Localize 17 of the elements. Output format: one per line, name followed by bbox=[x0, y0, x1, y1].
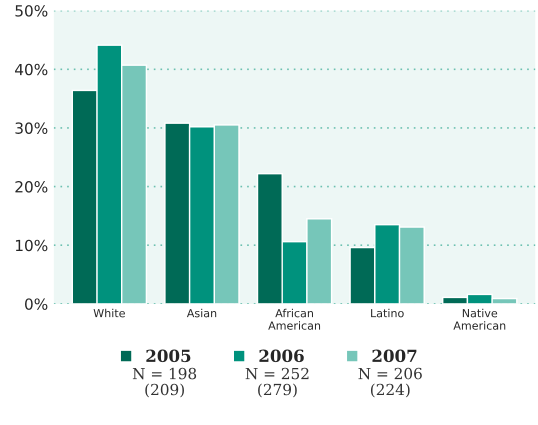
y-tick-label: 50% bbox=[15, 5, 48, 17]
legend-label: 2006 bbox=[259, 350, 304, 362]
text: N = 198 (209) bbox=[132, 368, 196, 398]
legend-label: 2007 bbox=[372, 350, 416, 362]
x-tick-label: Latino bbox=[371, 308, 404, 318]
y-tick-label: 40% bbox=[15, 64, 48, 76]
text: N = 252 (279) bbox=[246, 368, 308, 398]
legend-label: 2005 bbox=[146, 350, 190, 362]
y-tick-label: 10% bbox=[16, 240, 48, 252]
y-tick-label: 0% bbox=[25, 298, 48, 310]
x-tick-label: Native American bbox=[453, 308, 506, 330]
x-tick-label: Asian bbox=[186, 308, 216, 318]
y-tick-label: 20% bbox=[15, 181, 48, 193]
text: N = 206 (224) bbox=[358, 368, 422, 398]
x-tick-label: African American bbox=[268, 308, 320, 330]
x-tick-label: White bbox=[94, 308, 125, 318]
y-tick-label: 30% bbox=[15, 122, 48, 134]
